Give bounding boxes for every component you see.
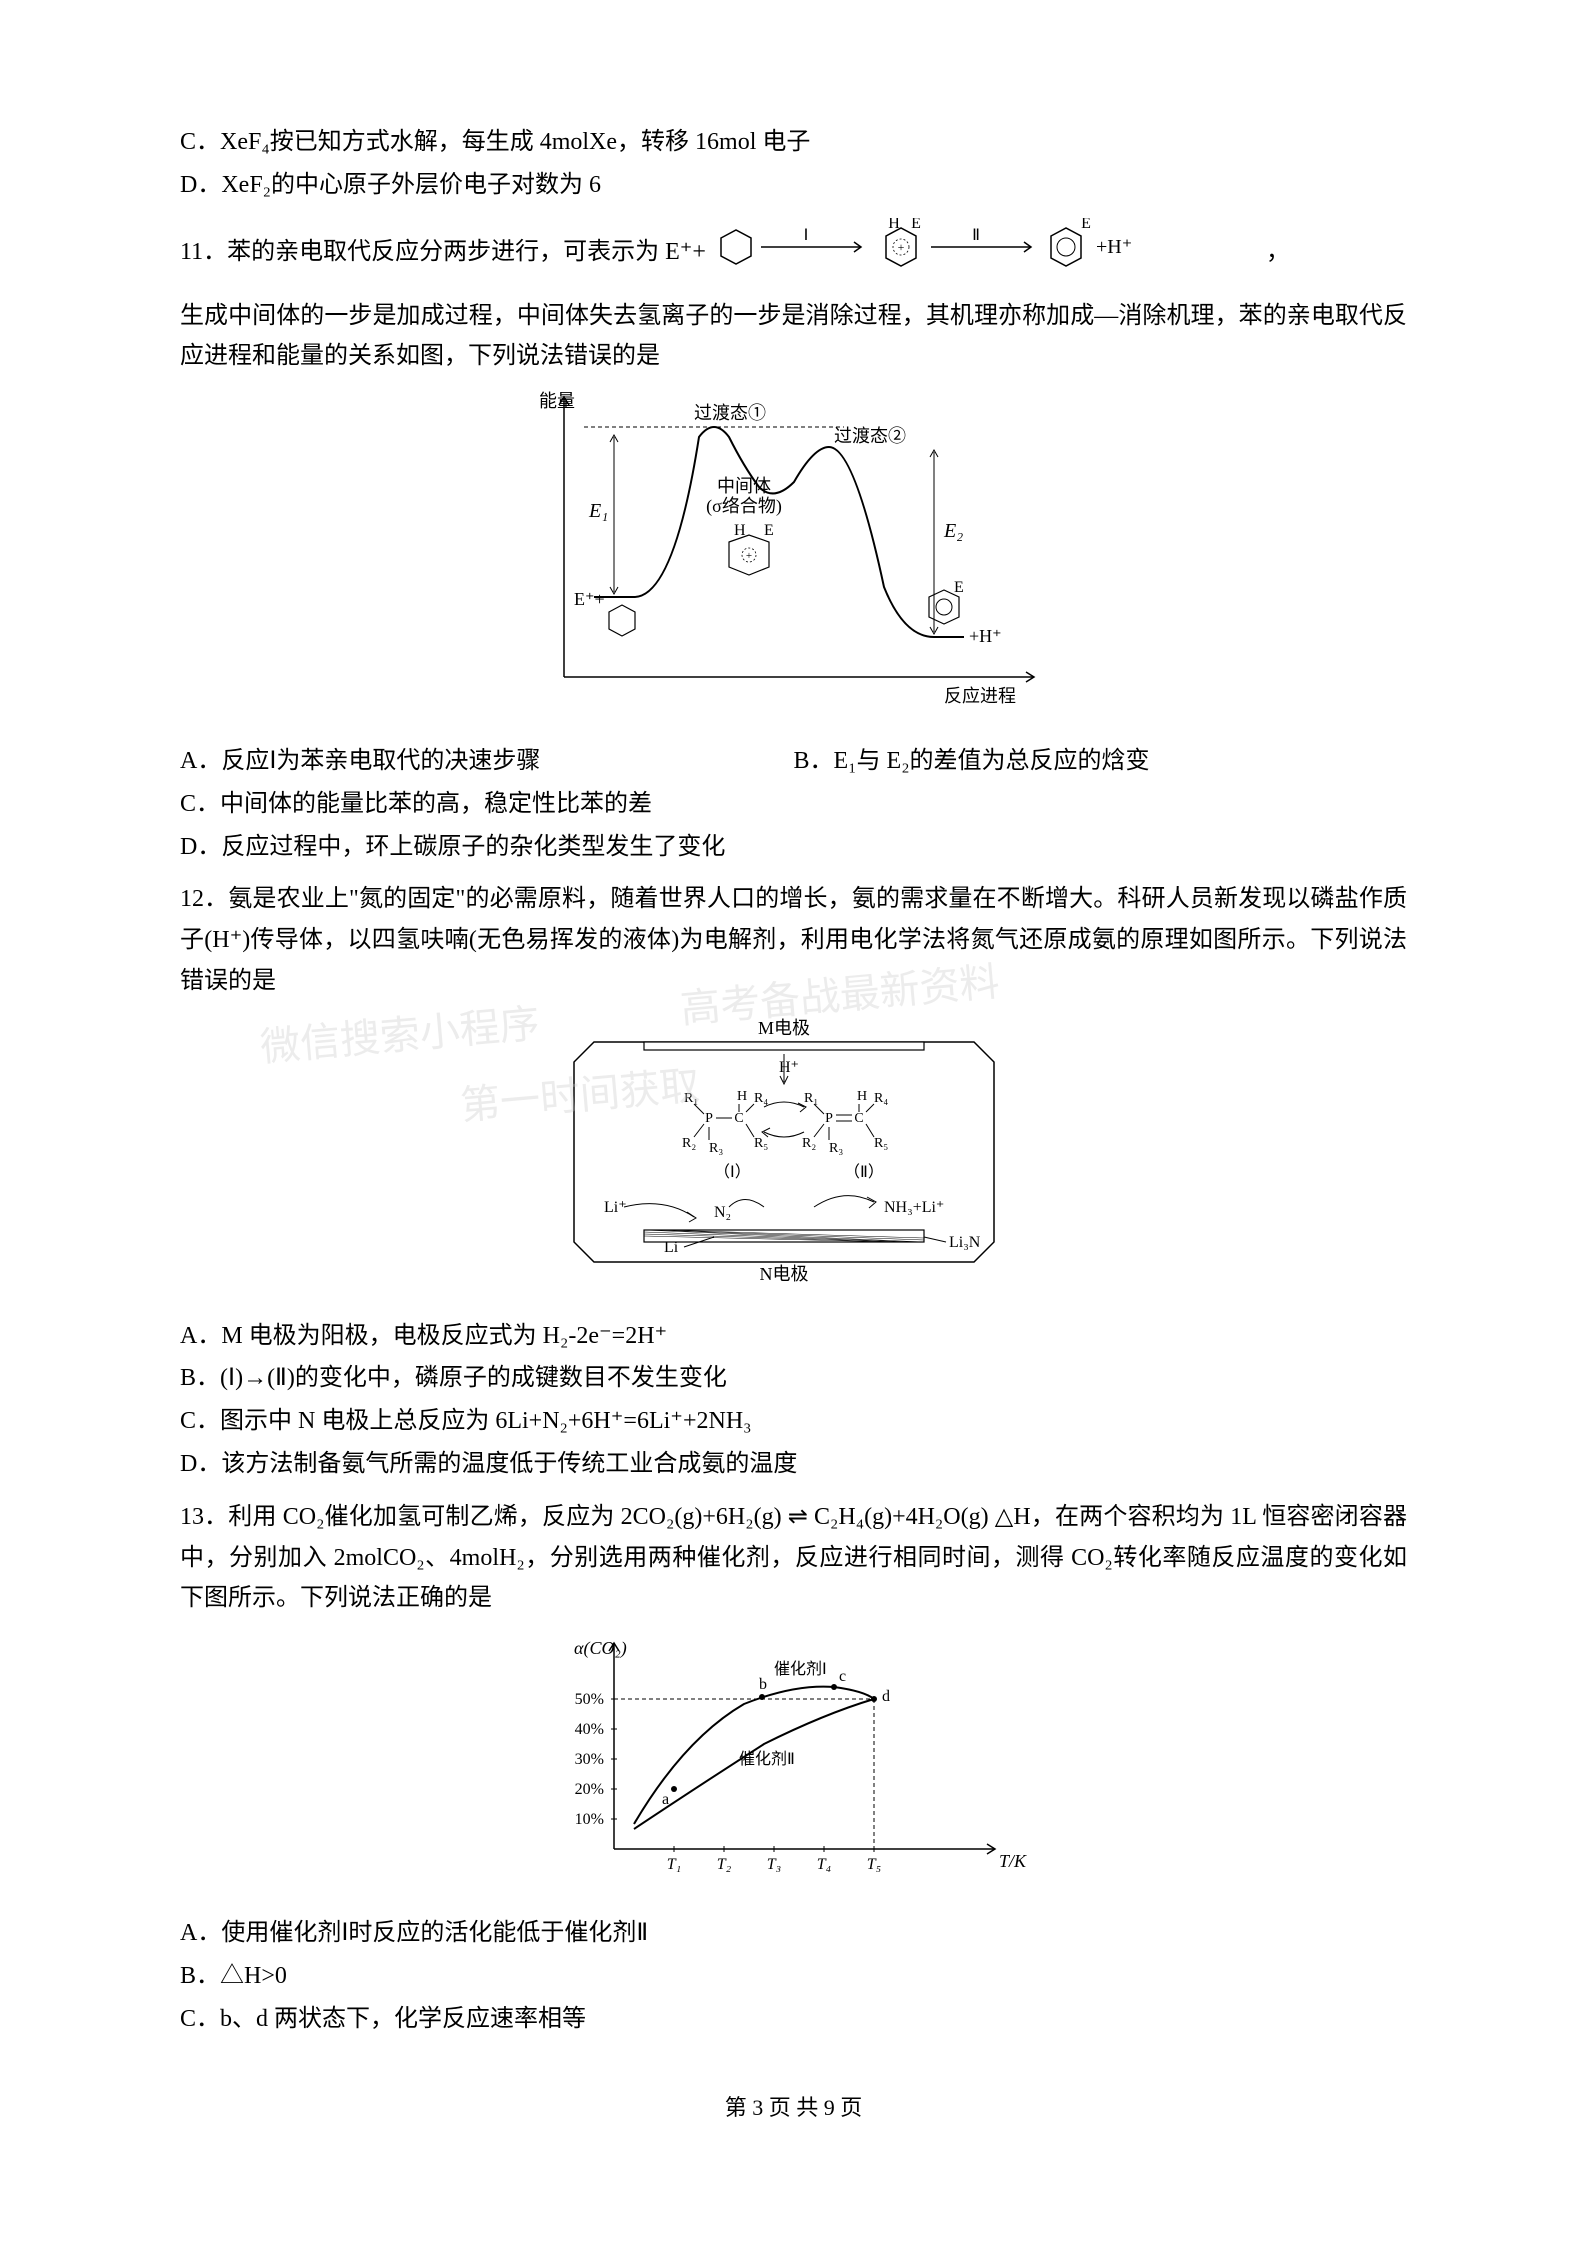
- y-ticks: 10% 20% 30% 40% 50%: [574, 1691, 616, 1828]
- svg-text:30%: 30%: [574, 1751, 603, 1768]
- q11-options-row1: A．反应Ⅰ为苯亲电取代的决速步骤 B．E₁与 E₂的差值为总反应的焓变: [180, 741, 1407, 782]
- point-a: a: [662, 1791, 669, 1808]
- q13-option-a: A．使用催化剂Ⅰ时反应的活化能低于催化剂Ⅱ: [180, 1913, 1407, 1954]
- svg-text:P: P: [825, 1111, 833, 1126]
- chart-y-label: α(CO₂): [574, 1638, 627, 1659]
- peak1-label: 过渡态①: [694, 403, 766, 423]
- q11-stem-text2: ，: [1266, 232, 1290, 273]
- q12-option-d: D．该方法制备氨气所需的温度低于传统工业合成氨的温度: [180, 1444, 1407, 1485]
- q12-option-c: C．图示中 N 电极上总反应为 6Li+N₂+6H⁺=6Li⁺+2NH₃: [180, 1401, 1407, 1442]
- q13-option-c: C．b、d 两状态下，化学反应速率相等: [180, 1999, 1407, 2040]
- q11-option-d: D．反应过程中，环上碳原子的杂化类型发生了变化: [180, 827, 1407, 868]
- svg-text:R₂: R₂: [682, 1136, 696, 1151]
- right-top-e: E: [954, 579, 964, 596]
- n2-label: N₂: [714, 1204, 731, 1221]
- q12-stem: 12．氨是农业上"氮的固定"的必需原料，随着世界人口的增长，氨的需求量在不断增大…: [180, 879, 1407, 1001]
- svg-text:R₄: R₄: [754, 1091, 768, 1106]
- point-b: b: [759, 1676, 767, 1693]
- valley-label1: 中间体: [717, 476, 771, 496]
- svg-text:T₂: T₂: [716, 1856, 731, 1873]
- energy-y-label: 能量: [539, 391, 575, 411]
- scheme-label-e2: E: [1081, 218, 1091, 232]
- svg-text:T₃: T₃: [766, 1856, 780, 1873]
- right-species: +H⁺: [969, 626, 1002, 646]
- point-d: d: [882, 1688, 890, 1705]
- point-c: c: [839, 1668, 846, 1685]
- page-content: C．XeF₄按已知方式水解，每生成 4molXe，转移 16mol 电子 D．X…: [180, 122, 1407, 2127]
- svg-text:20%: 20%: [574, 1781, 603, 1798]
- svg-text:R₅: R₅: [754, 1136, 768, 1151]
- group-2-label: （Ⅱ）: [844, 1163, 884, 1181]
- x-ticks: T₁ T₂ T₃ T₄ T₅: [666, 1846, 880, 1873]
- q11-stem2: 生成中间体的一步是加成过程，中间体失去氢离子的一步是消除过程，其机理亦称加成—消…: [180, 296, 1407, 378]
- svg-text:C: C: [854, 1111, 863, 1126]
- svg-text:+: +: [745, 550, 751, 562]
- chart-x-label: T/K: [999, 1851, 1027, 1871]
- q12-option-a: A．M 电极为阳极，电极反应式为 H₂-2e⁻=2H⁺: [180, 1316, 1407, 1357]
- li-plus-label: Li⁺: [604, 1199, 627, 1216]
- e1-label: E₁: [588, 500, 608, 522]
- svg-text:R₂: R₂: [802, 1136, 816, 1151]
- svg-text:R₁: R₁: [684, 1091, 698, 1106]
- m-electrode-label: M电极: [757, 1018, 809, 1038]
- svg-text:H: H: [737, 1089, 747, 1104]
- left-species: E⁺+: [574, 589, 605, 609]
- q11-stem-line1: 11．苯的亲电取代反应分两步进行，可表示为 E⁺+ Ⅰ H E + Ⅱ E +H…: [180, 218, 1407, 288]
- phosphate-group-1: P C R₁ R₂ R₄ R₅ R₃ H: [682, 1089, 768, 1156]
- scheme-product-suffix: +H⁺: [1096, 236, 1132, 258]
- svg-text:H: H: [857, 1089, 867, 1104]
- q11-option-a: A．反应Ⅰ为苯亲电取代的决速步骤: [180, 741, 794, 782]
- nh3-li-label: NH₃+Li⁺: [884, 1199, 944, 1216]
- svg-text:T₁: T₁: [666, 1856, 680, 1873]
- valley-label2: (σ络合物): [706, 496, 782, 517]
- q11-option-c: C．中间体的能量比苯的高，稳定性比苯的差: [180, 784, 1407, 825]
- svg-text:40%: 40%: [574, 1721, 603, 1738]
- phosphate-group-2: P C R₁ R₂ R₄ R₅ R₃ H: [802, 1089, 888, 1156]
- n-electrode-label: N电极: [759, 1264, 808, 1284]
- h-plus-label: H⁺: [779, 1059, 799, 1076]
- q11-reaction-scheme: Ⅰ H E + Ⅱ E +H⁺: [706, 218, 1266, 288]
- mid-E: E: [764, 522, 774, 539]
- energy-x-label: 反应进程: [944, 686, 1016, 706]
- svg-text:R₄: R₄: [874, 1091, 888, 1106]
- q11-option-b: B．E₁与 E₂的差值为总反应的焓变: [794, 741, 1408, 782]
- svg-text:T₄: T₄: [816, 1856, 830, 1873]
- q12-electrochemistry-diagram: M电极 N电极 H⁺ P C R₁ R₂ R₄ R₅ R₃ H （Ⅰ）: [180, 1012, 1407, 1306]
- svg-text:R₅: R₅: [874, 1136, 888, 1151]
- svg-text:T₅: T₅: [866, 1856, 880, 1873]
- series2-label: 催化剂Ⅱ: [739, 1750, 795, 1768]
- li-label: Li: [664, 1239, 679, 1256]
- group-1-label: （Ⅰ）: [714, 1163, 751, 1181]
- q11-energy-diagram: 能量 反应进程 过渡态① 过渡态② E₁ E₂ 中间体 (σ络合物) H E +: [180, 387, 1407, 731]
- q13-stem: 13．利用 CO₂催化加氢可制乙烯，反应为 2CO₂(g)+6H₂(g) ⇌ C…: [180, 1497, 1407, 1619]
- e2-label: E₂: [943, 520, 963, 542]
- q13-option-b: B．△H>0: [180, 1956, 1407, 1997]
- page-footer: 第 3 页 共 9 页: [180, 2089, 1407, 2126]
- svg-text:50%: 50%: [574, 1691, 603, 1708]
- li3n-label: Li₃N: [949, 1234, 981, 1251]
- peak2-label: 过渡态②: [834, 426, 906, 446]
- svg-text:P: P: [705, 1111, 713, 1126]
- q12-option-b: B．(Ⅰ)→(Ⅱ)的变化中，磷原子的成键数目不发生变化: [180, 1358, 1407, 1399]
- arrow1-label: Ⅰ: [804, 227, 809, 244]
- arrow2-label: Ⅱ: [972, 227, 980, 244]
- q10-option-c: C．XeF₄按已知方式水解，每生成 4molXe，转移 16mol 电子: [180, 122, 1407, 163]
- svg-text:R₃: R₃: [829, 1141, 843, 1156]
- q11-stem-text1: 11．苯的亲电取代反应分两步进行，可表示为 E⁺+: [180, 232, 706, 273]
- svg-text:10%: 10%: [574, 1811, 603, 1828]
- svg-text:C: C: [734, 1111, 743, 1126]
- svg-text:R₃: R₃: [709, 1141, 723, 1156]
- scheme-label-e: E: [911, 218, 921, 232]
- q13-conversion-chart: α(CO₂) T/K 10% 20% 30% 40% 50% T₁ T₂ T₃ …: [180, 1629, 1407, 1903]
- svg-text:R₁: R₁: [804, 1091, 818, 1106]
- svg-text:+: +: [898, 240, 905, 254]
- q10-option-d: D．XeF₂的中心原子外层价电子对数为 6: [180, 165, 1407, 206]
- series1-label: 催化剂Ⅰ: [774, 1660, 827, 1678]
